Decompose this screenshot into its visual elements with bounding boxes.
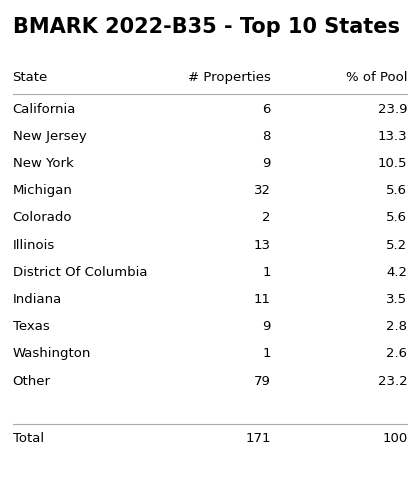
Text: BMARK 2022-B35 - Top 10 States: BMARK 2022-B35 - Top 10 States bbox=[13, 17, 399, 37]
Text: 3.5: 3.5 bbox=[386, 293, 407, 306]
Text: Illinois: Illinois bbox=[13, 239, 55, 252]
Text: Other: Other bbox=[13, 375, 50, 388]
Text: 8: 8 bbox=[262, 130, 271, 143]
Text: 9: 9 bbox=[262, 157, 271, 170]
Text: 6: 6 bbox=[262, 103, 271, 116]
Text: % of Pool: % of Pool bbox=[346, 71, 407, 84]
Text: 13: 13 bbox=[254, 239, 271, 252]
Text: 13.3: 13.3 bbox=[378, 130, 407, 143]
Text: 5.6: 5.6 bbox=[386, 211, 407, 225]
Text: Texas: Texas bbox=[13, 320, 50, 333]
Text: 23.2: 23.2 bbox=[378, 375, 407, 388]
Text: Indiana: Indiana bbox=[13, 293, 62, 306]
Text: 5.6: 5.6 bbox=[386, 184, 407, 197]
Text: 2: 2 bbox=[262, 211, 271, 225]
Text: 11: 11 bbox=[254, 293, 271, 306]
Text: 1: 1 bbox=[262, 347, 271, 360]
Text: Total: Total bbox=[13, 432, 44, 446]
Text: 9: 9 bbox=[262, 320, 271, 333]
Text: 2.8: 2.8 bbox=[386, 320, 407, 333]
Text: 4.2: 4.2 bbox=[386, 266, 407, 279]
Text: California: California bbox=[13, 103, 76, 116]
Text: New York: New York bbox=[13, 157, 74, 170]
Text: 23.9: 23.9 bbox=[378, 103, 407, 116]
Text: 1: 1 bbox=[262, 266, 271, 279]
Text: State: State bbox=[13, 71, 48, 84]
Text: 32: 32 bbox=[254, 184, 271, 197]
Text: Colorado: Colorado bbox=[13, 211, 72, 225]
Text: 100: 100 bbox=[382, 432, 407, 446]
Text: 5.2: 5.2 bbox=[386, 239, 407, 252]
Text: # Properties: # Properties bbox=[188, 71, 271, 84]
Text: New Jersey: New Jersey bbox=[13, 130, 87, 143]
Text: 10.5: 10.5 bbox=[378, 157, 407, 170]
Text: 79: 79 bbox=[254, 375, 271, 388]
Text: Washington: Washington bbox=[13, 347, 91, 360]
Text: District Of Columbia: District Of Columbia bbox=[13, 266, 147, 279]
Text: Michigan: Michigan bbox=[13, 184, 73, 197]
Text: 2.6: 2.6 bbox=[386, 347, 407, 360]
Text: 171: 171 bbox=[245, 432, 271, 446]
